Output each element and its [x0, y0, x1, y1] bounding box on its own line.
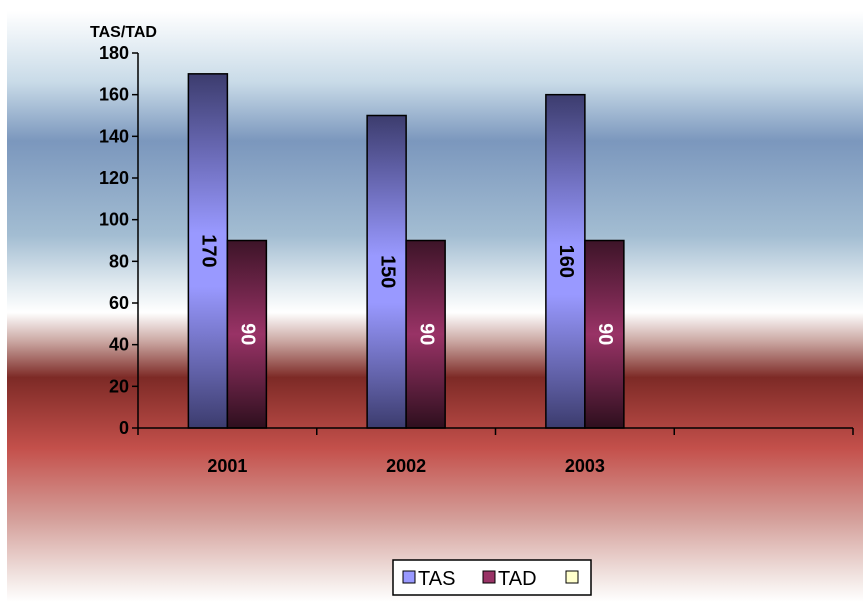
data-label-tas-2002: 150 [376, 255, 398, 288]
data-label-tad-2001: 90 [237, 323, 259, 345]
bars-group: 170 90 150 90 160 90 [187, 73, 625, 429]
bar-tad-2001 [226, 239, 268, 429]
x-tick-label: 2002 [386, 456, 426, 476]
data-label-tad-2002: 90 [415, 323, 437, 345]
x-axis: 2001 2002 2003 [137, 427, 854, 476]
y-tick-label: 180 [99, 43, 129, 63]
y-axis-title: TAS/TAD [90, 24, 157, 41]
y-tick-label: 160 [99, 85, 129, 105]
y-tick-label: 40 [109, 335, 129, 355]
y-tick-label: 120 [99, 168, 129, 188]
y-tick-label: 140 [99, 126, 129, 146]
y-tick-label: 60 [109, 293, 129, 313]
y-tick-label: 80 [109, 251, 129, 271]
x-tick-label: 2003 [565, 456, 605, 476]
y-tick-label: 20 [109, 376, 129, 396]
data-label-tas-2003: 160 [555, 245, 577, 278]
bar-tad-2002 [405, 239, 446, 429]
data-label-tad-2003: 90 [594, 323, 616, 345]
y-tick-label: 100 [99, 210, 129, 230]
x-tick-label: 2001 [207, 456, 247, 476]
legend-label-tad: TAD [498, 568, 537, 590]
legend-swatch-series3 [565, 570, 579, 584]
legend-swatch-tas [402, 570, 416, 584]
bar-tad-2003 [584, 239, 625, 429]
legend-swatch-tad [482, 570, 496, 584]
y-axis: 0 20 40 60 80 100 120 140 160 180 [99, 43, 139, 438]
legend-label-tas: TAS [418, 568, 455, 590]
y-tick-label: 0 [119, 418, 129, 438]
data-label-tas-2001: 170 [198, 234, 220, 267]
legend: TAS TAD [392, 559, 592, 596]
